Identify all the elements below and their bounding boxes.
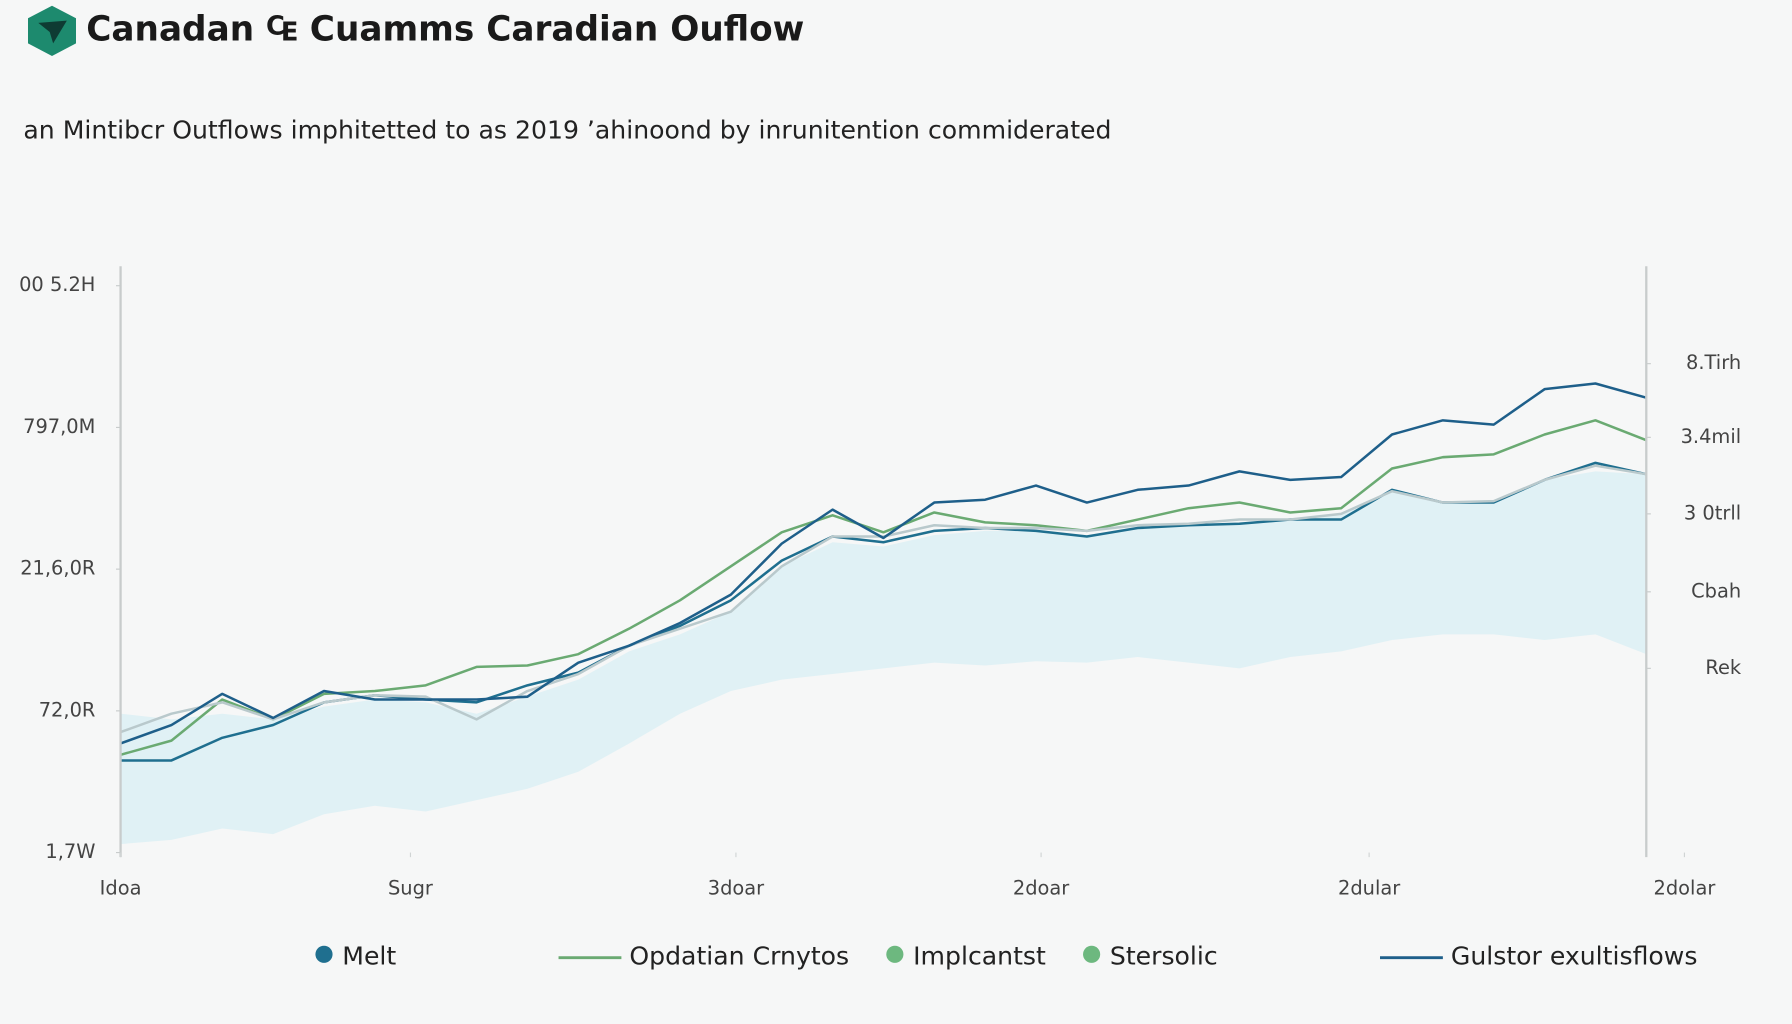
legend-item: Gulstor exultisflows [1380,942,1697,971]
y-tick-label: 1,7W [45,840,95,863]
y2-tick-label: Cbah [1691,579,1741,602]
chart-subtitle: an Mintibcr Outflows imphitetted to as 2… [23,115,1111,144]
x-tick-label: 2dular [1338,877,1400,900]
x-tick-label: 2doar [1013,877,1069,900]
area-band [120,471,1647,845]
legend-label: Opdatian Crnytos [629,942,849,971]
y-tick-label: 00 5.2H [19,273,95,296]
y2-tick-label: 3 0trll [1684,501,1741,524]
legend-item: Implcantst [886,942,1046,971]
y-tick-label: 21,6,0R [20,557,95,580]
logo-glyph [38,20,67,44]
legend-label: Melt [342,942,396,971]
legend-label: Stersolic [1110,942,1218,971]
legend-swatch [886,945,904,963]
legend-item: Melt [315,942,396,971]
y-tick-label: 797,0M [23,415,95,438]
series-line [120,419,1647,756]
y-tick-label: 72,0R [39,698,96,721]
legend-swatch [1083,945,1101,963]
x-tick-label: 3doar [708,877,764,900]
y2-tick-label: Rek [1705,656,1742,679]
y2-tick-label: 3.4mil [1681,425,1742,448]
legend-swatch [315,945,333,963]
legend-label: Gulstor exultisflows [1451,942,1698,971]
series-line [120,382,1647,745]
chart-title: Canadan ₠ Cuamms Caradian Ouflow [86,9,804,49]
x-tick-label: 2dolar [1654,877,1716,900]
legend-item: Stersolic [1083,942,1218,971]
y2-tick-label: 8.Tirh [1686,351,1741,374]
legend-label: Implcantst [913,942,1046,971]
legend-item: Opdatian Crnytos [558,942,849,971]
x-tick-label: Idoa [100,877,142,900]
plot-area [120,382,1647,845]
x-tick-label: Sugr [388,877,433,900]
legend: Melt Opdatian Crnytos Implcantst Stersolic G… [315,942,1697,971]
